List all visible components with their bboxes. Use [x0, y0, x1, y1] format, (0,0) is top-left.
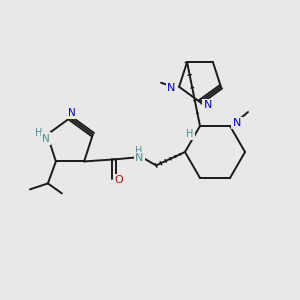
Text: H: H — [186, 129, 194, 139]
Text: N: N — [233, 118, 241, 128]
Text: H: H — [135, 146, 143, 156]
Text: N: N — [204, 100, 212, 110]
Text: O: O — [115, 176, 124, 185]
Text: N: N — [42, 134, 50, 144]
Text: N: N — [167, 83, 175, 93]
Text: N: N — [68, 108, 76, 118]
Text: N: N — [135, 153, 143, 164]
Text: H: H — [35, 128, 43, 138]
